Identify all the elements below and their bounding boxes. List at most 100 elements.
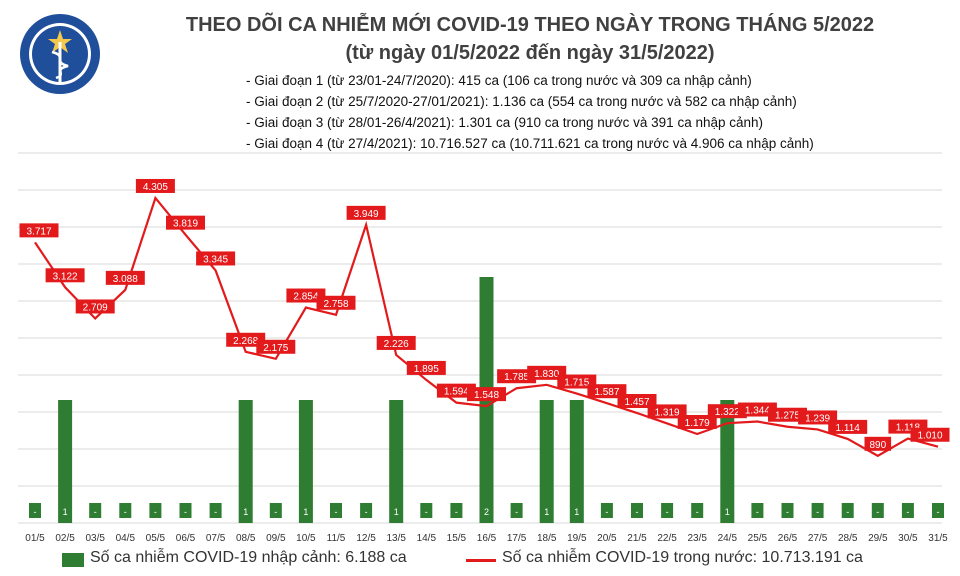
x-tick-label: 10/5 bbox=[296, 533, 316, 544]
line-label-box bbox=[19, 223, 59, 238]
x-tick-label: 11/5 bbox=[327, 533, 346, 544]
bar-label-box bbox=[239, 503, 252, 518]
legend-bar-label: Số ca nhiễm COVID-19 nhập cảnh: 6.188 ca bbox=[90, 549, 407, 566]
bar-label-box bbox=[570, 503, 583, 518]
line-label-box bbox=[707, 404, 747, 419]
line-label-box bbox=[647, 404, 687, 419]
bar bbox=[539, 400, 554, 523]
legend-line-label: Số ca nhiễm COVID-19 trong nước: 10.713.… bbox=[502, 549, 863, 566]
bar-label-box bbox=[119, 503, 132, 518]
bar-value-label: - bbox=[365, 507, 368, 517]
line-label-box bbox=[497, 369, 537, 384]
bar-label-box bbox=[631, 503, 643, 518]
line-value-label: 4.305 bbox=[143, 182, 168, 193]
bar-value-label: 1 bbox=[394, 507, 399, 517]
line-value-label: 1.239 bbox=[805, 413, 830, 424]
bar-value-label: 1 bbox=[243, 507, 248, 517]
line-value-label: 3.122 bbox=[53, 271, 78, 282]
bar-label-box bbox=[390, 503, 403, 518]
bar-value-label: 2 bbox=[484, 507, 489, 517]
line-label-box bbox=[135, 178, 175, 193]
line-value-label: 1.010 bbox=[917, 431, 942, 442]
x-tick-label: 14/5 bbox=[417, 533, 437, 544]
x-tick-label: 04/5 bbox=[116, 533, 136, 544]
bar-value-label: - bbox=[34, 507, 37, 517]
bar-label-box bbox=[691, 503, 704, 518]
x-tick-label: 24/5 bbox=[718, 533, 738, 544]
bar-label-box bbox=[841, 503, 854, 518]
bar-value-label: - bbox=[786, 507, 789, 517]
line-label-box bbox=[436, 383, 476, 398]
domestic-cases-line bbox=[34, 195, 939, 458]
line-value-label: 1.830 bbox=[534, 369, 559, 380]
bar-value-label: - bbox=[876, 507, 879, 517]
bar-value-label: - bbox=[94, 507, 97, 517]
bar-label-box bbox=[29, 503, 41, 518]
line-value-label: 1.322 bbox=[715, 407, 740, 418]
line-value-label: 1.548 bbox=[474, 390, 499, 401]
line-label-box bbox=[677, 414, 717, 429]
stage-note-3: - Giai đoạn 3 (từ 28/01-26/4/2021): 1.30… bbox=[246, 115, 764, 130]
x-tick-label: 08/5 bbox=[236, 533, 256, 544]
x-tick-label: 01/5 bbox=[25, 533, 45, 544]
bar-label-box bbox=[540, 503, 553, 518]
line-value-label: 1.114 bbox=[836, 423, 861, 434]
bar-value-label: - bbox=[335, 507, 338, 517]
line-value-label: 2.226 bbox=[384, 339, 409, 350]
bar-value-label: - bbox=[124, 507, 127, 517]
line-value-label: 1.275 bbox=[775, 411, 800, 422]
line-label-box bbox=[166, 215, 205, 230]
bar-value-label: - bbox=[696, 507, 699, 517]
line-value-label: 2.175 bbox=[263, 343, 288, 354]
bar bbox=[389, 400, 404, 523]
line-label-box bbox=[406, 360, 446, 375]
line-label-box bbox=[617, 393, 657, 408]
line-value-label: 2.709 bbox=[83, 302, 108, 313]
line-label-box bbox=[768, 407, 807, 422]
bar-label-box bbox=[89, 503, 102, 518]
x-tick-label: 20/5 bbox=[597, 533, 617, 544]
stage-note-2: - Giai đoạn 2 (từ 25/7/2020-27/01/2021):… bbox=[246, 94, 797, 109]
bar-label-box bbox=[269, 503, 282, 518]
bar-value-label: - bbox=[756, 507, 759, 517]
stage-note-4: - Giai đoạn 4 (từ 27/4/2021): 10.716.527… bbox=[246, 136, 814, 151]
x-tick-label: 31/5 bbox=[928, 533, 948, 544]
bar-value-label: - bbox=[425, 507, 428, 517]
x-tick-label: 13/5 bbox=[386, 533, 406, 544]
bar-label-box bbox=[932, 503, 944, 518]
legend-bar-swatch bbox=[62, 553, 84, 567]
bar-value-label: - bbox=[455, 507, 458, 517]
x-tick-label: 07/5 bbox=[206, 533, 226, 544]
line-label-box bbox=[828, 419, 868, 434]
bar-label-box bbox=[299, 503, 312, 518]
line-value-label: 2.854 bbox=[293, 292, 318, 303]
line-label-box bbox=[196, 251, 236, 266]
bar-label-box bbox=[209, 503, 222, 518]
x-tick-label: 17/5 bbox=[507, 533, 527, 544]
line-value-label: 1.457 bbox=[624, 397, 649, 408]
bar-label-box bbox=[179, 503, 192, 518]
x-tick-label: 27/5 bbox=[808, 533, 828, 544]
line-value-label: 3.949 bbox=[354, 209, 379, 220]
bar-value-label: - bbox=[937, 507, 940, 517]
bar bbox=[58, 400, 73, 523]
x-tick-label: 18/5 bbox=[537, 533, 557, 544]
chart-subtitle: (từ ngày 01/5/2022 đến ngày 31/5/2022) bbox=[345, 42, 715, 64]
x-tick-label: 21/5 bbox=[627, 533, 647, 544]
line-value-label: 3.345 bbox=[203, 254, 228, 265]
bar-label-box bbox=[510, 503, 523, 518]
x-tick-label: 15/5 bbox=[447, 533, 467, 544]
bar-label-box bbox=[420, 503, 433, 518]
bar-label-box bbox=[871, 503, 884, 518]
bar-value-label: - bbox=[515, 507, 518, 517]
chart-title: THEO DÕI CA NHIỄM MỚI COVID-19 THEO NGÀY… bbox=[185, 14, 875, 36]
x-tick-label: 26/5 bbox=[778, 533, 798, 544]
bar bbox=[720, 400, 735, 523]
bar bbox=[298, 400, 313, 523]
x-tick-label: 23/5 bbox=[687, 533, 707, 544]
x-tick-label: 06/5 bbox=[176, 533, 196, 544]
x-tick-label: 05/5 bbox=[146, 533, 166, 544]
bar-value-label: - bbox=[274, 507, 277, 517]
bar-value-label: 1 bbox=[63, 507, 68, 517]
bar-label-box bbox=[661, 503, 674, 518]
